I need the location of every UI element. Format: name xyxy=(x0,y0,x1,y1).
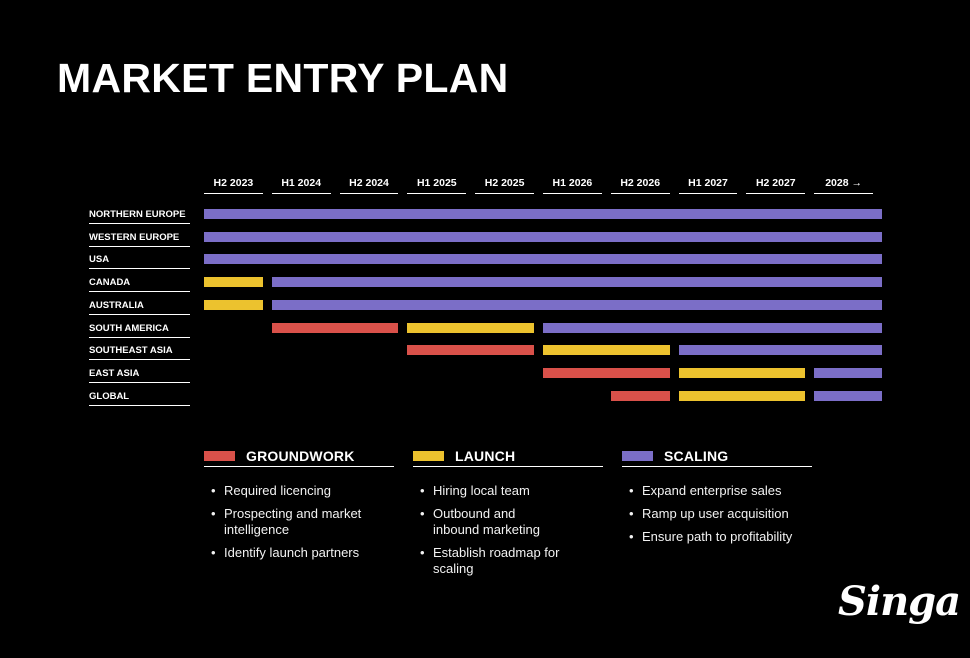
bar-launch xyxy=(204,299,263,310)
bar-launch xyxy=(204,277,263,288)
period-label: H1 2025 xyxy=(407,176,467,194)
region-label: USA xyxy=(89,252,190,270)
singa-logo: Singa xyxy=(838,578,961,625)
period-label: 2028 → xyxy=(814,176,873,194)
groundwork-list: • Required licencing • Prospecting and mar… xyxy=(204,483,394,561)
bar-groundwork xyxy=(610,390,670,401)
scaling-list: • Expand enterprise sales • Ramp up user a… xyxy=(622,483,812,545)
region-label: WESTERN EUROPE xyxy=(89,230,190,247)
bar-scaling xyxy=(271,277,882,288)
list-item: • Required licencing xyxy=(211,483,331,498)
launch-list: • Hiring local team • Outbound and inbound… xyxy=(413,483,603,577)
bar-scaling xyxy=(204,254,882,265)
legend-label: LAUNCH xyxy=(455,448,516,464)
legend-groundwork: GROUNDWORK • Required licencing • Prospect… xyxy=(204,446,394,568)
region-label: EAST ASIA xyxy=(89,366,190,383)
bar-groundwork xyxy=(543,367,670,378)
period-label: H2 2027 xyxy=(746,176,806,194)
region-label: GLOBAL xyxy=(89,389,190,406)
bar-groundwork xyxy=(271,322,399,333)
bar-launch xyxy=(678,390,806,401)
legend-label: SCALING xyxy=(664,448,729,464)
region-label: SOUTHEAST ASIA xyxy=(89,343,190,361)
list-item: • Ensure path to profitability xyxy=(629,529,793,544)
gantt-chart: H2 2023 H1 2024 H2 2024 H1 2025 H2 2025 H1 20… xyxy=(89,176,882,406)
bar-scaling xyxy=(678,345,882,356)
bar-scaling xyxy=(204,209,882,219)
period-label: H2 2023 xyxy=(204,176,263,194)
period-label: H1 2027 xyxy=(678,176,738,194)
region-label: AUSTRALIA xyxy=(89,298,190,315)
region-label: SOUTH AMERICA xyxy=(89,321,190,338)
bar-groundwork xyxy=(407,345,534,356)
launch-swatch xyxy=(413,451,444,461)
list-item: • Expand enterprise sales xyxy=(629,483,782,498)
period-label: H2 2026 xyxy=(610,176,670,194)
legend-header: SCALING xyxy=(622,446,812,467)
period-label: H1 2026 xyxy=(543,176,602,194)
region-label: NORTHERN EUROPE xyxy=(89,207,190,224)
bar-launch xyxy=(543,345,670,356)
legend-header: GROUNDWORK xyxy=(204,446,394,467)
groundwork-swatch xyxy=(204,451,235,461)
list-item: • Identify launch partners xyxy=(211,545,360,560)
scaling-swatch xyxy=(622,451,653,461)
list-item: • Outbound and inbound marketing xyxy=(420,506,540,537)
list-item: • Hiring local team xyxy=(420,483,530,498)
list-item: • Ramp up user acquisition xyxy=(629,506,789,521)
legend-label: GROUNDWORK xyxy=(246,448,355,464)
bar-scaling xyxy=(271,299,882,310)
page-title: MARKET ENTRY PLAN xyxy=(57,55,509,101)
legend-scaling: SCALING • Expand enterprise sales • Ramp u… xyxy=(622,446,812,552)
list-item: • Establish roadmap for scaling xyxy=(420,545,560,576)
legend-header: LAUNCH xyxy=(413,446,603,467)
period-label: H2 2025 xyxy=(475,176,534,194)
period-label: H1 2024 xyxy=(271,176,331,194)
period-label: H2 2024 xyxy=(339,176,399,194)
legend-launch: LAUNCH • Hiring local team • Outbound and … xyxy=(413,446,603,584)
bar-scaling xyxy=(814,367,882,378)
bar-scaling xyxy=(204,231,882,242)
list-item: • Prospecting and market intelligence xyxy=(211,506,362,537)
region-label: CANADA xyxy=(89,275,190,293)
bar-launch xyxy=(678,367,806,378)
bar-scaling xyxy=(814,390,882,401)
bar-scaling xyxy=(543,322,882,333)
bar-launch xyxy=(407,322,534,333)
